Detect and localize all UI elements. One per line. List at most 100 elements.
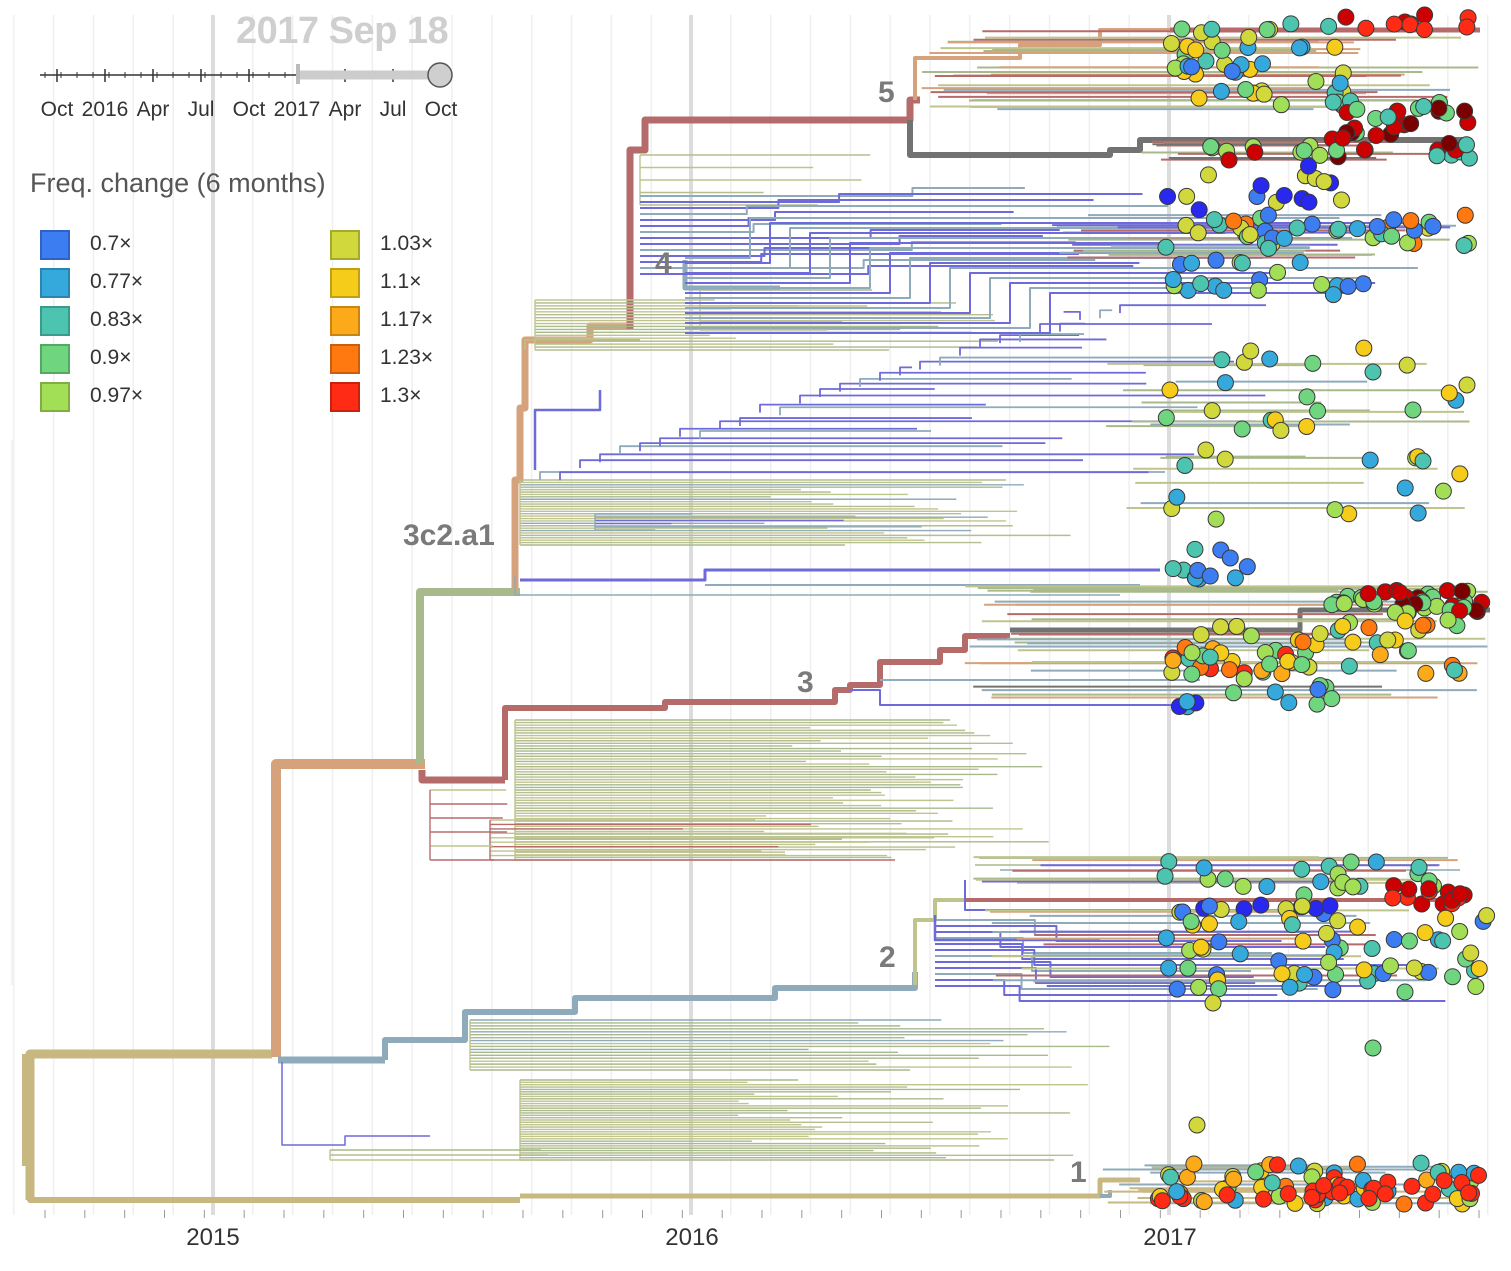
tip-node (1403, 1177, 1421, 1195)
tip-node (1405, 959, 1423, 977)
legend-label: 0.77× (90, 270, 144, 293)
tip-node (1281, 978, 1299, 996)
tip-node (1323, 690, 1341, 708)
tip-node (1414, 452, 1432, 470)
tree-branch (579, 459, 1083, 469)
timeline-tick-label: Oct (232, 98, 266, 121)
tip-node (1183, 254, 1201, 272)
tip-node (1311, 146, 1329, 164)
timeline-tick-label: Apr (136, 98, 170, 121)
tip-node (1263, 1174, 1281, 1192)
tip-node (1368, 218, 1386, 236)
tree-branch (999, 334, 1080, 344)
tip-node (1410, 858, 1428, 876)
clade-label: 5 (878, 76, 895, 109)
tip-node (1186, 540, 1204, 558)
tree-branch (514, 575, 1120, 596)
tip-node (1385, 211, 1403, 229)
tip-node (1401, 16, 1419, 34)
timeline-tick-label: 2016 (81, 98, 129, 121)
tip-node (1334, 617, 1352, 635)
tip-node (1356, 141, 1374, 159)
tip-node (1355, 961, 1373, 979)
tree-branch (839, 382, 1147, 392)
tip-node (1451, 885, 1469, 903)
tree-branch (1119, 304, 1267, 314)
tree-branch (418, 770, 505, 784)
tip-node (1291, 39, 1309, 57)
tip-node (1293, 897, 1311, 915)
tree-branch (933, 915, 1100, 942)
tip-node (1213, 41, 1231, 59)
legend-label: 0.83× (90, 308, 144, 331)
tip-node (1168, 1183, 1186, 1201)
tip-node (1201, 567, 1219, 585)
tip-node (1268, 1156, 1286, 1174)
tree-branch (626, 96, 920, 330)
tip-node (1437, 909, 1455, 927)
tip-node (1187, 41, 1205, 59)
date-slider[interactable] (40, 62, 453, 88)
tip-node (1178, 187, 1196, 205)
tip-node (1216, 870, 1234, 888)
tip-node (1192, 626, 1210, 644)
tree-branch (685, 242, 1160, 284)
tip-node (1445, 661, 1463, 679)
tip-node (1455, 236, 1473, 254)
tip-node (1383, 227, 1401, 245)
tip-node (1225, 1170, 1243, 1188)
clade-label: 3c2.a1 (403, 519, 495, 552)
tip-node (1329, 912, 1347, 930)
tip-node (1348, 220, 1366, 238)
tip-node (1237, 81, 1255, 99)
tree-branch (879, 371, 1146, 381)
tip-node (1261, 350, 1279, 368)
tree-branch (1063, 310, 1081, 320)
tip-node (1404, 401, 1422, 419)
tree-tips[interactable] (1149, 6, 1496, 1213)
tip-node (1298, 388, 1316, 406)
tip-node (1293, 860, 1311, 878)
tip-node (1168, 488, 1186, 506)
tip-node (1272, 96, 1290, 114)
tree-branch (685, 272, 1284, 314)
tree-branch (659, 437, 1063, 447)
tip-node (1189, 224, 1207, 242)
tip-node (1458, 18, 1476, 36)
tree-branch (640, 187, 1025, 197)
tree-branch (1099, 309, 1113, 319)
tree-branch (520, 568, 1160, 582)
tree-branch (281, 1062, 430, 1146)
tree-branch (1019, 333, 1084, 343)
tree-branch (939, 356, 1231, 366)
tip-node (1415, 21, 1433, 39)
tip-node (1173, 20, 1191, 38)
tip-node (1288, 219, 1306, 237)
tip-node (1246, 143, 1264, 161)
tip-node (1168, 980, 1186, 998)
tree-branch (685, 237, 1353, 279)
tree-branch (935, 943, 1344, 960)
tip-node (1192, 275, 1210, 293)
tip-node (1162, 1168, 1180, 1186)
tip-node (1225, 212, 1243, 230)
tree-branch (935, 985, 1446, 1002)
timeline-tick-label: Oct (40, 98, 74, 121)
tip-node (1385, 15, 1403, 33)
tip-node (1309, 402, 1327, 420)
tip-node (1159, 188, 1177, 206)
tip-node (1434, 482, 1452, 500)
tree-branch (685, 292, 1353, 334)
clade-label: 1 (1070, 1156, 1087, 1189)
tree-branch (935, 955, 1252, 972)
tree-branch (511, 322, 630, 590)
tree-branch (699, 430, 932, 439)
tree-branch (739, 417, 972, 427)
tip-node (1252, 177, 1270, 195)
tip-node (1303, 1188, 1321, 1206)
tip-node (1331, 74, 1349, 92)
tip-node (1348, 1155, 1366, 1173)
tip-node (1200, 897, 1218, 915)
tree-branch (719, 420, 1257, 430)
tip-node (1409, 504, 1427, 522)
